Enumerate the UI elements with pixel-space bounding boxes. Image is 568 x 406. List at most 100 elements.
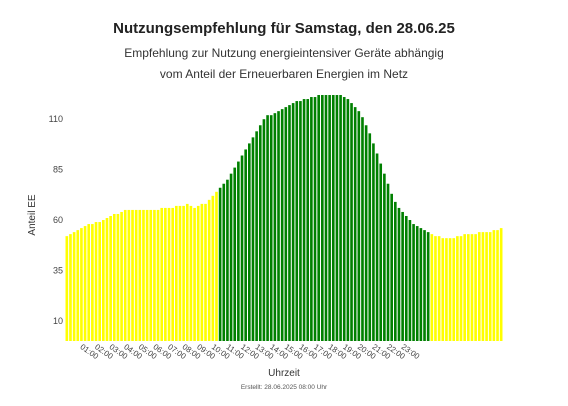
bar bbox=[248, 143, 251, 341]
bar bbox=[182, 205, 185, 341]
bar bbox=[485, 232, 488, 341]
y-axis-title: Anteil EE bbox=[27, 194, 38, 235]
bar bbox=[175, 205, 178, 341]
bar bbox=[295, 101, 299, 341]
bar bbox=[145, 209, 149, 341]
bar bbox=[353, 107, 357, 341]
bar bbox=[415, 226, 419, 341]
bar bbox=[419, 228, 423, 341]
bar bbox=[200, 203, 204, 341]
bar bbox=[346, 99, 350, 341]
bar bbox=[299, 101, 302, 341]
bar bbox=[277, 111, 280, 342]
bar bbox=[456, 236, 459, 341]
bar bbox=[218, 187, 222, 341]
bar bbox=[222, 183, 226, 341]
bar bbox=[426, 232, 430, 341]
bar bbox=[445, 238, 448, 341]
bar bbox=[138, 209, 142, 341]
y-tick-label: 110 bbox=[49, 114, 63, 124]
bar bbox=[72, 232, 76, 341]
bar bbox=[65, 236, 69, 341]
bar bbox=[364, 125, 368, 341]
bar bbox=[255, 131, 258, 341]
bar bbox=[470, 234, 474, 341]
bar bbox=[423, 230, 426, 341]
bar bbox=[291, 103, 295, 341]
bar bbox=[160, 207, 164, 341]
bar bbox=[335, 95, 339, 342]
bar bbox=[120, 211, 123, 341]
bar bbox=[266, 115, 269, 342]
y-tick-label: 85 bbox=[53, 165, 63, 175]
bar bbox=[372, 143, 375, 341]
bar bbox=[477, 232, 481, 341]
bar bbox=[80, 228, 83, 341]
bar bbox=[368, 133, 372, 341]
bar bbox=[437, 236, 441, 341]
chart-title: Nutzungsempfehlung für Samstag, den 28.0… bbox=[113, 20, 455, 37]
bar bbox=[251, 137, 255, 341]
bar bbox=[481, 232, 485, 341]
y-tick-label: 10 bbox=[53, 316, 63, 326]
bar bbox=[390, 193, 393, 341]
bar bbox=[244, 149, 247, 341]
bar bbox=[167, 207, 171, 341]
chart-subtitle-line-2: vom Anteil der Erneuerbaren Energien im … bbox=[159, 67, 409, 81]
bar bbox=[258, 125, 262, 341]
bar bbox=[142, 209, 145, 341]
bar bbox=[488, 232, 492, 341]
bar bbox=[302, 99, 306, 341]
bar bbox=[204, 203, 207, 341]
bar bbox=[361, 117, 364, 341]
bar bbox=[357, 111, 361, 342]
bar bbox=[463, 234, 466, 341]
bar bbox=[404, 215, 408, 341]
bar bbox=[185, 203, 189, 341]
bar bbox=[109, 215, 112, 341]
bar bbox=[211, 195, 215, 341]
bar bbox=[123, 209, 127, 341]
bar bbox=[441, 238, 445, 341]
bar bbox=[386, 183, 390, 341]
bar bbox=[321, 95, 324, 342]
bar bbox=[98, 222, 101, 341]
bar bbox=[269, 115, 273, 342]
bar bbox=[178, 205, 182, 341]
bar bbox=[94, 222, 98, 341]
bar bbox=[324, 95, 328, 342]
bar bbox=[76, 230, 80, 341]
bar bbox=[171, 207, 174, 341]
bar bbox=[383, 173, 386, 341]
bar bbox=[127, 209, 131, 341]
created-footnote: Erstellt: 28.06.2025 08:00 Uhr bbox=[240, 384, 328, 391]
bar bbox=[310, 97, 313, 341]
bar bbox=[69, 234, 72, 341]
bar bbox=[397, 207, 401, 341]
bar bbox=[262, 119, 266, 342]
bar bbox=[284, 107, 288, 341]
bar bbox=[164, 207, 167, 341]
bar bbox=[233, 167, 237, 341]
bar bbox=[280, 109, 284, 341]
y-tick-label: 35 bbox=[53, 265, 63, 275]
bar bbox=[401, 211, 404, 341]
bar bbox=[499, 228, 503, 341]
bar bbox=[131, 209, 134, 341]
bar bbox=[215, 191, 218, 341]
bar bbox=[375, 153, 379, 341]
bar bbox=[306, 99, 310, 341]
bar bbox=[91, 224, 94, 341]
bar bbox=[331, 95, 335, 342]
bar bbox=[328, 95, 331, 342]
bar bbox=[193, 207, 196, 341]
bar bbox=[134, 209, 138, 341]
bar bbox=[459, 236, 463, 341]
bar bbox=[434, 236, 437, 341]
bar bbox=[408, 220, 412, 341]
chart-subtitle-line-1: Empfehlung zur Nutzung energieintensiver… bbox=[124, 46, 444, 60]
bar bbox=[207, 199, 211, 341]
bar bbox=[288, 105, 291, 341]
bar bbox=[229, 173, 233, 341]
bar bbox=[467, 234, 470, 341]
